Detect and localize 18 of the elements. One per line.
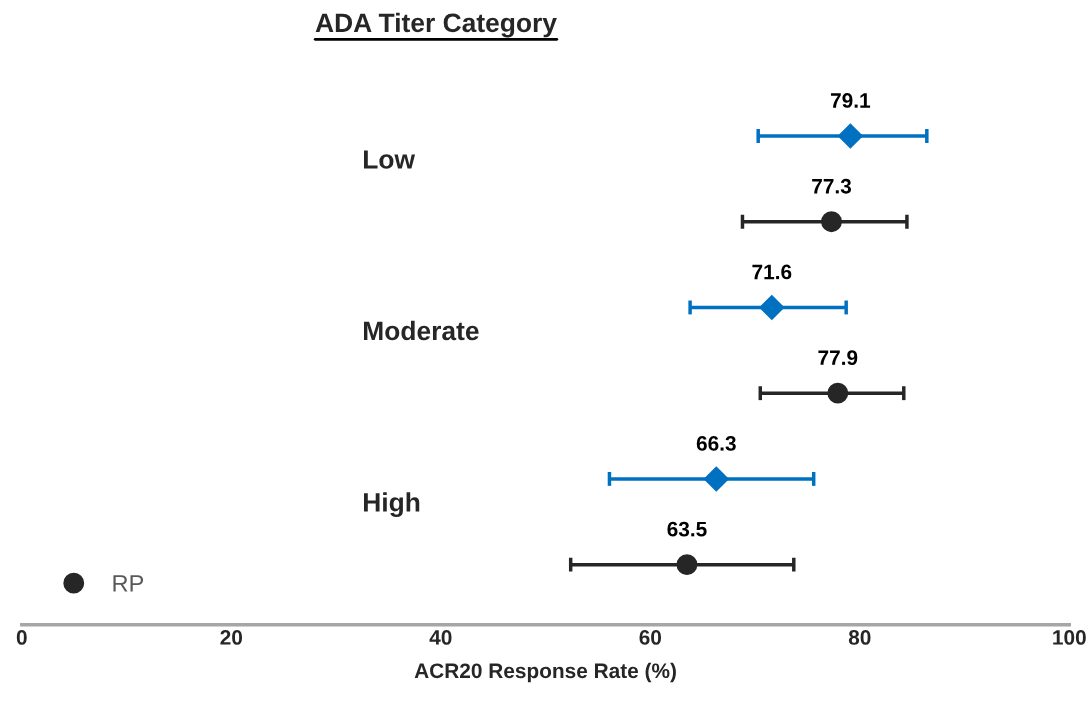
data-label: 71.6 bbox=[752, 264, 792, 280]
x-tick-label: 80 bbox=[848, 630, 871, 645]
legend-label: RP bbox=[113, 575, 144, 592]
chart-title: ADA Titer Category bbox=[315, 12, 557, 38]
x-tick-label: 100 bbox=[1053, 630, 1086, 645]
y-tick-label: High bbox=[364, 492, 420, 517]
data-label: 77.3 bbox=[812, 178, 852, 194]
data-label: 66.3 bbox=[696, 436, 736, 451]
data-label: 79.1 bbox=[830, 93, 871, 108]
x-axis-title: ACR20 Response Rate (%) bbox=[414, 662, 676, 683]
y-tick-label: Moderate bbox=[364, 320, 479, 341]
data-label: 63.5 bbox=[667, 521, 707, 537]
x-tick-label: 20 bbox=[220, 630, 243, 645]
x-tick-label: 40 bbox=[429, 630, 452, 645]
y-tick-label: Low bbox=[364, 150, 416, 169]
x-tick-label: 60 bbox=[639, 630, 662, 645]
data-label: 77.9 bbox=[818, 350, 858, 366]
x-tick-label: 0 bbox=[16, 630, 27, 645]
